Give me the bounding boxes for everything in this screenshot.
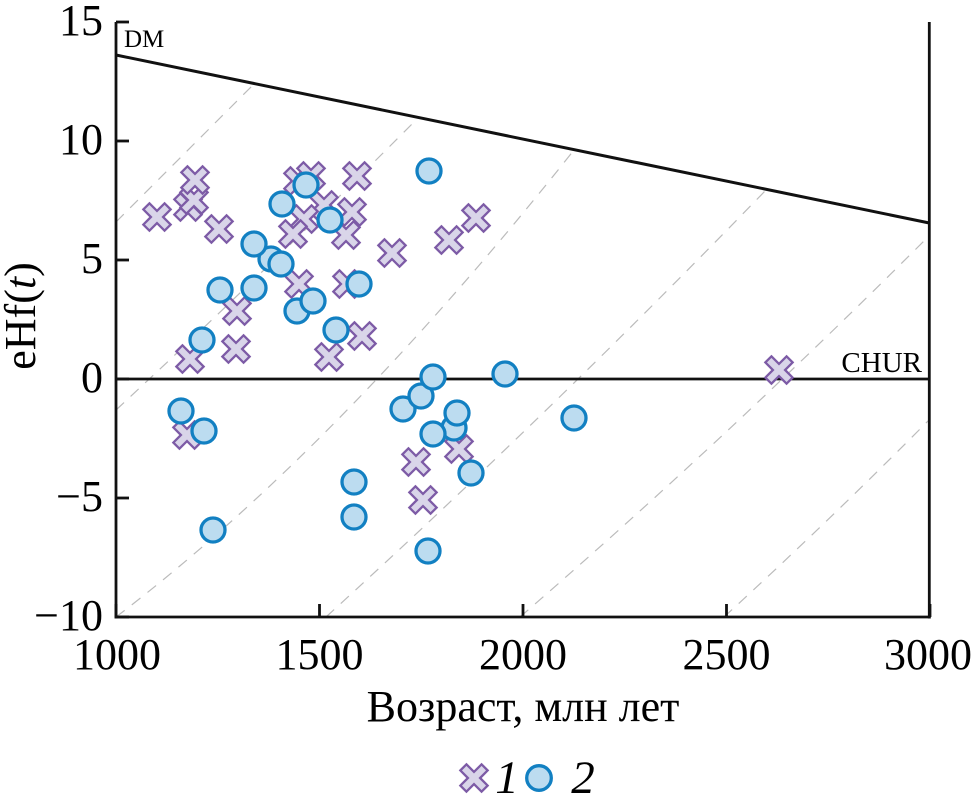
svg-text:eHf(t): eHf(t) [0,262,45,370]
svg-text:DM: DM [124,26,164,53]
svg-text:0: 0 [81,353,103,402]
svg-text:2500: 2500 [683,630,771,679]
svg-text:15: 15 [59,0,103,45]
svg-text:1: 1 [495,752,519,804]
svg-text:10: 10 [59,115,103,164]
svg-text:2000: 2000 [479,630,567,679]
svg-text:CHUR: CHUR [841,347,922,379]
svg-text:3000: 3000 [884,630,971,679]
svg-text:1500: 1500 [276,630,364,679]
svg-text:1000: 1000 [73,630,161,679]
svg-text:5: 5 [81,234,103,283]
svg-text:−5: −5 [56,472,103,521]
svg-text:2: 2 [571,752,595,804]
svg-text:−10: −10 [34,591,103,640]
svg-text:Возраст, млн лет: Возраст, млн лет [367,682,680,731]
